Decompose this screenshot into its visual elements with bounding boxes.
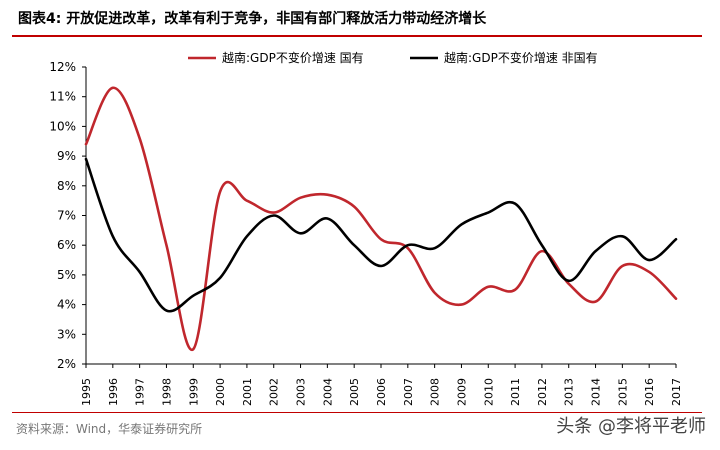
y-tick-label: 11% bbox=[49, 90, 76, 104]
line-chart: 2% 3% 4% 5% 6% 7% 8% 9% 10% 11% 12% 1995 1996 1997 199… bbox=[49, 50, 683, 406]
x-tick-label: 2008 bbox=[429, 378, 442, 406]
chart-header: 图表4: 开放促进改革，改革有利于竞争，非国有部门释放活力带动经济增长 bbox=[0, 0, 720, 40]
title-divider bbox=[12, 35, 702, 37]
x-tick-label: 1996 bbox=[107, 378, 120, 406]
x-tick-label: 2007 bbox=[402, 378, 415, 406]
x-tick-label: 2002 bbox=[268, 378, 281, 406]
source-note: 资料来源：Wind，华泰证券研究所 bbox=[16, 422, 203, 436]
x-tick-label: 2013 bbox=[563, 378, 576, 406]
x-tick-label: 2016 bbox=[643, 378, 656, 406]
x-tick-label: 2004 bbox=[321, 378, 334, 406]
legend-label: 越南:GDP不变价增速 非国有 bbox=[444, 50, 598, 65]
x-tick-label: 1995 bbox=[80, 378, 93, 406]
footer-divider bbox=[12, 412, 702, 413]
watermark: 头条 @李将平老师 bbox=[556, 416, 706, 437]
y-tick-label: 9% bbox=[57, 149, 76, 163]
y-tick-label: 2% bbox=[57, 357, 76, 371]
y-tick-label: 3% bbox=[57, 327, 76, 341]
x-tick-label: 2001 bbox=[241, 378, 254, 406]
x-tick-label: 2003 bbox=[295, 378, 308, 406]
y-tick-label: 7% bbox=[57, 209, 76, 223]
legend-label: 越南:GDP不变价增速 国有 bbox=[222, 50, 364, 65]
page-title: 图表4: 开放促进改革，改革有利于竞争，非国有部门释放活力带动经济增长 bbox=[18, 11, 487, 27]
x-tick-label: 2015 bbox=[616, 378, 629, 406]
x-tick-label: 2006 bbox=[375, 378, 388, 406]
x-tick-label: 2000 bbox=[214, 378, 227, 406]
y-tick-label: 12% bbox=[49, 60, 76, 74]
x-tick-label: 2005 bbox=[348, 378, 361, 406]
series-line-state bbox=[84, 86, 678, 351]
series-line-nonstate bbox=[84, 157, 678, 313]
x-tick-label: 2011 bbox=[509, 378, 522, 406]
x-tick-label: 1999 bbox=[187, 378, 200, 406]
x-tick-label: 2010 bbox=[482, 378, 495, 406]
x-tick-label: 2014 bbox=[590, 378, 603, 406]
x-tick-label: 2012 bbox=[536, 378, 549, 406]
y-tick-label: 8% bbox=[57, 179, 76, 193]
x-tick-label: 2009 bbox=[455, 378, 468, 406]
x-tick-label: 2017 bbox=[670, 378, 683, 406]
x-tick-label: 1997 bbox=[134, 378, 147, 406]
y-tick-label: 5% bbox=[57, 268, 76, 282]
y-tick-label: 6% bbox=[57, 238, 76, 252]
y-tick-label: 10% bbox=[49, 119, 76, 133]
x-tick-label: 1998 bbox=[160, 378, 173, 406]
y-tick-label: 4% bbox=[57, 298, 76, 312]
